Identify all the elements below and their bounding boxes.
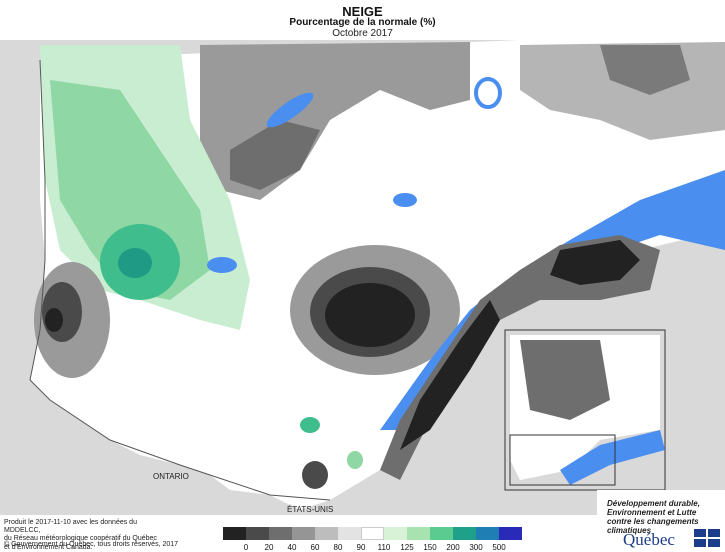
legend-tick-label: 0 [243, 543, 249, 552]
legend-swatch [361, 527, 384, 540]
central-deficit-core [325, 283, 415, 347]
lake-mistassini [266, 92, 314, 128]
west-deficit-peak [45, 308, 63, 332]
st-lawrence-river [380, 170, 725, 430]
ministry-line-1: Développement durable, [607, 499, 700, 508]
map-period: Octobre 2017 [332, 28, 393, 39]
montreal-surplus [300, 417, 320, 433]
legend-swatch [338, 527, 361, 540]
legend-swatch [476, 527, 499, 540]
south-deficit [302, 461, 328, 489]
legend-tick-label: 60 [310, 543, 320, 552]
map-title: NEIGE [342, 4, 383, 19]
legend-swatch [499, 527, 522, 540]
northeast-deficit-core [600, 45, 690, 95]
legend-tick-label: 40 [287, 543, 297, 552]
legend-tick-label: 90 [356, 543, 366, 552]
credits-line-2: du Réseau météorologique coopératif du Q… [4, 535, 157, 543]
credits-line-1: Produit le 2017-11-10 avec les données d… [4, 519, 137, 535]
snow-percentage-map [0, 40, 725, 515]
legend-tick-label: 20 [264, 543, 274, 552]
reservoir-manicouagan [474, 77, 502, 109]
legend-swatch [384, 527, 407, 540]
legend-swatch [269, 527, 292, 540]
copyright: © Gouvernement du Québec, tous droits ré… [4, 541, 179, 548]
legend-swatch [453, 527, 476, 540]
south-shore-deficit-core [550, 240, 640, 285]
map-subtitle: Pourcentage de la normale (%) [289, 17, 436, 28]
west-surplus-peak [118, 248, 152, 278]
legend-tick-label: 150 [423, 543, 437, 552]
ministry-line-4: climatiques [607, 526, 652, 535]
legend-swatch [292, 527, 315, 540]
legend-tick-label: 110 [377, 543, 391, 552]
legend-tick-label: 80 [333, 543, 343, 552]
inset-river [560, 430, 665, 485]
quebec-wordmark: Québec [623, 530, 675, 549]
label-ontario: ONTARIO [153, 472, 189, 481]
legend-tick-label: 300 [469, 543, 483, 552]
credits-line-3: et d'Environnement Canada. [4, 543, 93, 551]
south-shore-deficit [380, 235, 660, 480]
ministry-line-3: contre les changements [607, 517, 699, 526]
ministry-name: Développement durable, Environnement et … [607, 499, 722, 535]
lake-saint-jean [393, 193, 417, 207]
legend-tick-label: 125 [400, 543, 414, 552]
legend-tick-label: 200 [446, 543, 460, 552]
province-border [29, 59, 331, 501]
legend-tick-label: 500 [492, 543, 506, 552]
quebec-flag-icon [694, 529, 720, 547]
label-etats-unis: ÉTATS-UNIS [287, 505, 334, 514]
legend-swatch [315, 527, 338, 540]
estrie-surplus [347, 451, 363, 469]
inset-highlight [509, 434, 616, 486]
inset-deficit [520, 340, 610, 420]
south-shore-deficit-core-2 [400, 300, 500, 450]
data-credits: Produit le 2017-11-10 avec les données d… [4, 519, 169, 552]
ministry-line-2: Environnement et Lutte [607, 508, 697, 517]
legend-swatch [223, 527, 246, 540]
legend-swatch [246, 527, 269, 540]
north-deficit-core [230, 120, 320, 190]
legend-swatch [407, 527, 430, 540]
reservoir-gouin [207, 257, 237, 273]
legend-swatch [430, 527, 453, 540]
map-header: NEIGE Pourcentage de la normale (%) Octo… [0, 0, 725, 40]
